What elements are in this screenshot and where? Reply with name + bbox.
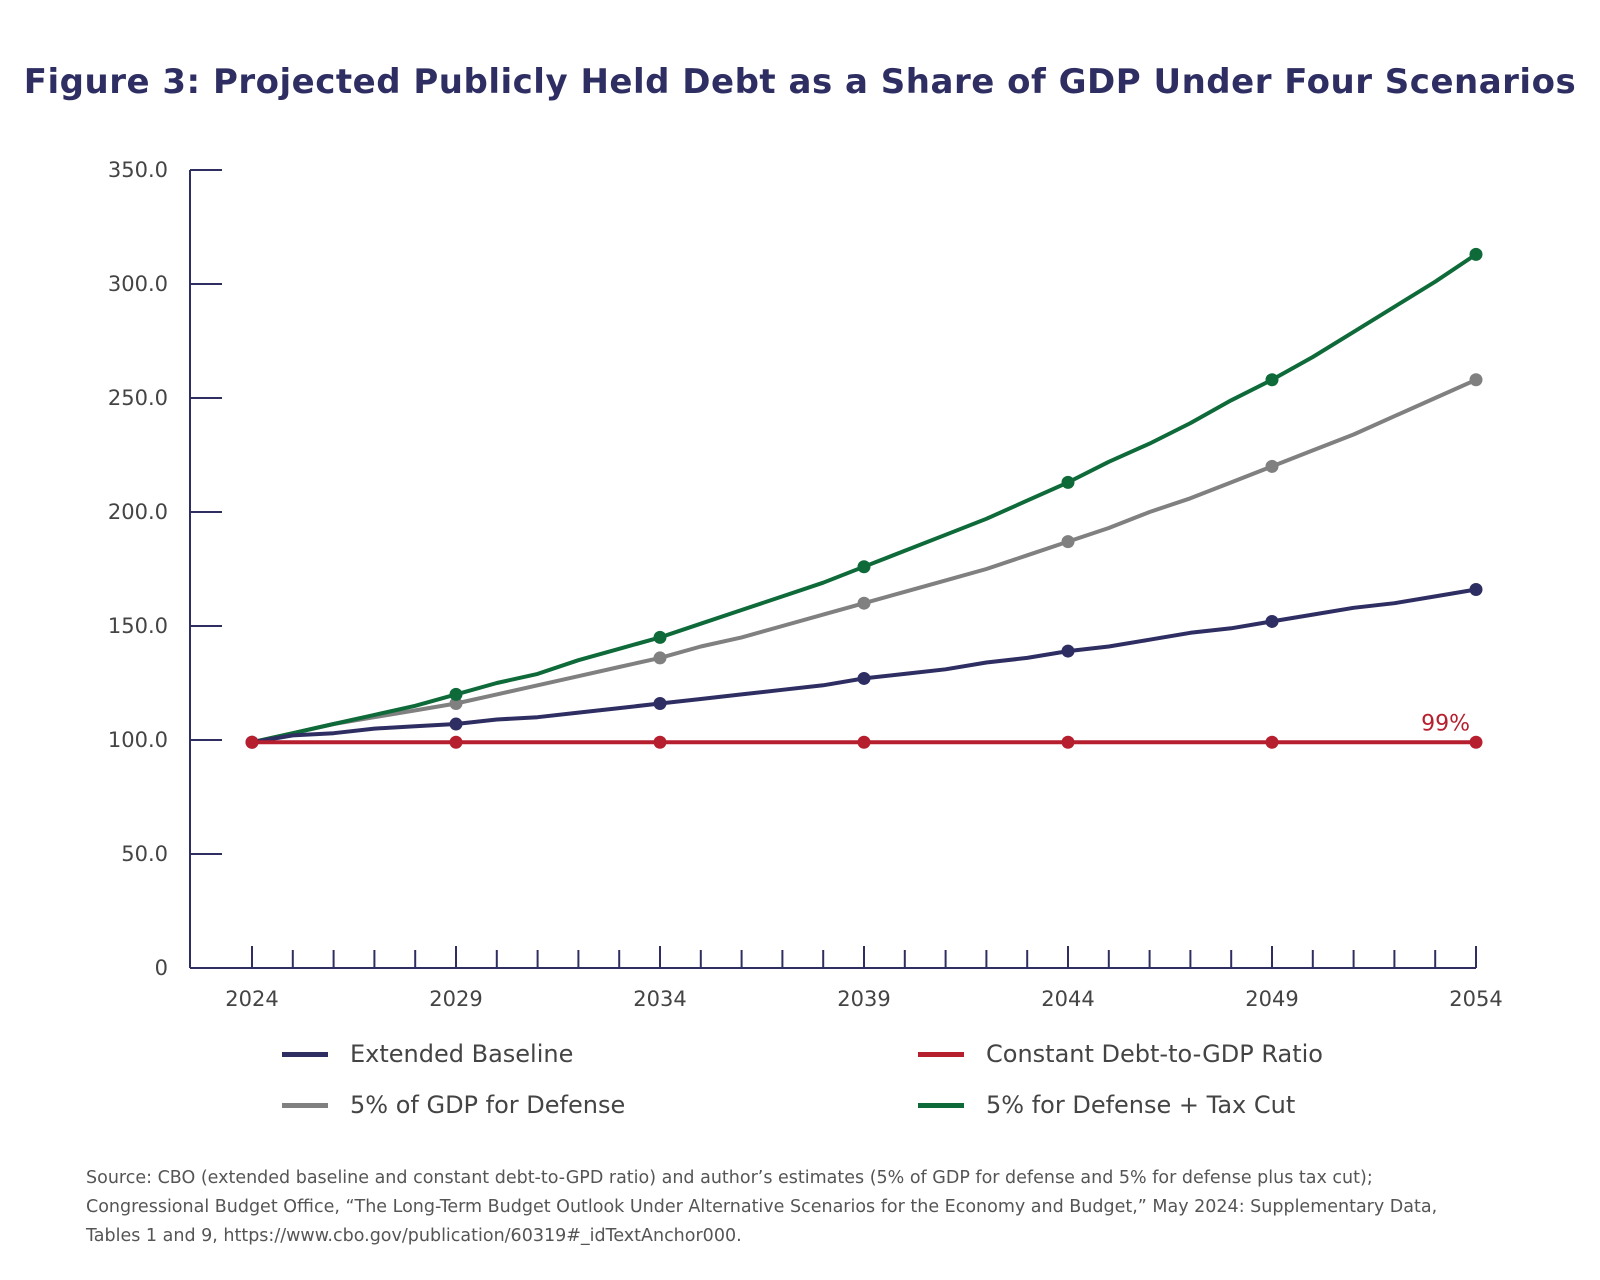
data-point <box>1061 644 1075 658</box>
legend-item-defense-5pct: 5% of GDP for Defense <box>282 1091 625 1119</box>
data-point <box>857 560 871 574</box>
y-tick-label: 150.0 <box>108 614 168 638</box>
series-line-5-for-defense-tax-cut <box>250 252 1478 745</box>
data-point <box>449 735 463 749</box>
y-tick-label: 300.0 <box>108 272 168 296</box>
data-point <box>449 697 463 711</box>
data-point <box>1469 735 1483 749</box>
data-point <box>857 671 871 685</box>
x-tick-label: 2039 <box>837 987 890 1010</box>
legend-swatch <box>918 1102 964 1108</box>
axes: 0 50.0 100.0 150.0 200.0 250.0 300.0 350.0 2024 2… <box>108 158 1503 1010</box>
data-point <box>1469 583 1483 597</box>
source-line: Tables 1 and 9, https://www.cbo.gov/publ… <box>86 1226 742 1246</box>
chart-title: Figure 3: Projected Publicly Held Debt a… <box>23 62 1577 102</box>
legend-item-defense-tax-cut: 5% for Defense + Tax Cut <box>918 1091 1295 1119</box>
series-markers <box>245 247 1483 749</box>
legend-swatch <box>918 1051 964 1057</box>
y-tick-label: 0 <box>155 956 168 980</box>
x-tick-label: 2054 <box>1449 987 1502 1010</box>
legend-swatch <box>282 1102 328 1108</box>
data-point <box>1265 373 1279 387</box>
data-point <box>1469 373 1483 387</box>
x-tick-label: 2049 <box>1245 987 1298 1010</box>
data-point <box>653 735 667 749</box>
legend-label: 5% for Defense + Tax Cut <box>986 1091 1296 1119</box>
y-tick-label: 50.0 <box>121 842 168 866</box>
data-point <box>1061 535 1075 549</box>
annotation-label: 99% <box>1421 711 1470 736</box>
legend-label: Constant Debt-to-GDP Ratio <box>986 1040 1323 1068</box>
y-tick-label: 350.0 <box>108 158 168 182</box>
series-line-extended-baseline <box>250 587 1478 745</box>
data-point <box>1265 459 1279 473</box>
data-point <box>653 697 667 711</box>
y-tick-label: 100.0 <box>108 728 168 752</box>
data-point <box>245 735 259 749</box>
data-point <box>857 735 871 749</box>
x-tick-label: 2034 <box>633 987 686 1010</box>
data-point <box>449 687 463 701</box>
legend-swatch <box>282 1051 328 1057</box>
data-point <box>857 596 871 610</box>
legend-label: Extended Baseline <box>350 1040 574 1068</box>
data-point <box>653 630 667 644</box>
data-point <box>1265 614 1279 628</box>
y-tick-label: 250.0 <box>108 386 168 410</box>
source-line: Source: CBO (extended baseline and const… <box>86 1168 1373 1188</box>
annotations: 99% <box>1421 711 1470 736</box>
data-point <box>449 717 463 731</box>
x-tick-label: 2044 <box>1041 987 1094 1010</box>
source-note: Source: CBO (extended baseline and const… <box>86 1164 1546 1251</box>
source-line: Congressional Budget Office, “The Long-T… <box>86 1197 1438 1217</box>
legend-item-constant-debt-ratio: Constant Debt-to-GDP Ratio <box>918 1040 1323 1068</box>
legend-item-extended-baseline: Extended Baseline <box>282 1040 573 1068</box>
data-point <box>1061 735 1075 749</box>
legend-label: 5% of GDP for Defense <box>350 1091 626 1119</box>
series-lines <box>250 252 1478 745</box>
data-point <box>1265 735 1279 749</box>
x-tick-label: 2029 <box>429 987 482 1010</box>
line-chart: 0 50.0 100.0 150.0 200.0 250.0 300.0 350.0 2024 2… <box>108 158 1503 1010</box>
data-point <box>1469 247 1483 261</box>
data-point <box>653 651 667 665</box>
data-point <box>1061 475 1075 489</box>
y-tick-label: 200.0 <box>108 500 168 524</box>
x-tick-label: 2024 <box>225 987 278 1010</box>
